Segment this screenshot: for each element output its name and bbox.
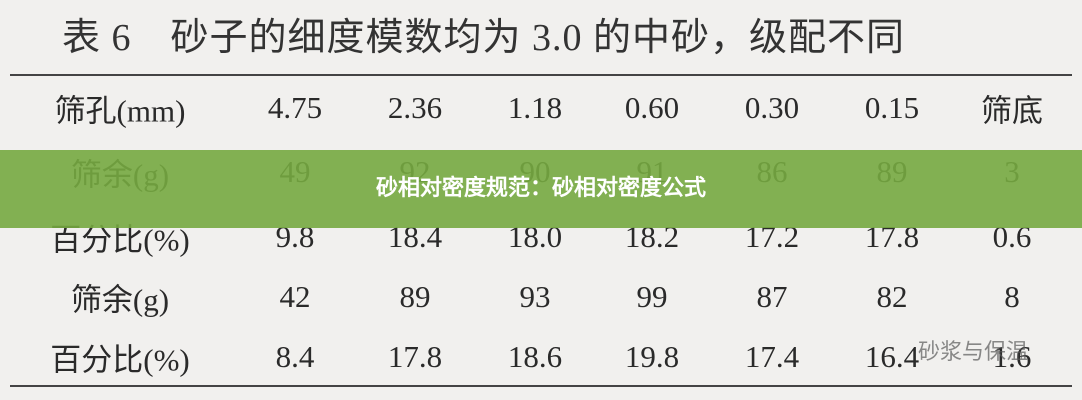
- table-cell: 42: [279, 279, 311, 314]
- column-header: 0.60: [624, 90, 680, 125]
- table-cell: 87: [756, 279, 788, 314]
- table-cell: 93: [519, 279, 551, 314]
- table-cell: 8: [1004, 279, 1020, 314]
- table-cell: 1.6: [992, 339, 1032, 374]
- table-cell: 99: [636, 279, 668, 314]
- table-cell: 82: [876, 279, 908, 314]
- bottom-rule: [10, 385, 1072, 387]
- watermark: 砂浆与保温: [918, 340, 1029, 365]
- table-cell: 19.8: [624, 339, 680, 374]
- table-cell: 16.4: [864, 339, 920, 374]
- table-title: 表 6 砂子的细度模数均为 3.0 的中砂，级配不同: [62, 17, 906, 59]
- table-cell: 17.8: [387, 339, 443, 374]
- row-label: 筛孔(mm): [54, 93, 186, 129]
- row-label: 百分比(%): [50, 222, 190, 258]
- top-rule: [10, 74, 1072, 76]
- column-header: 筛底: [981, 93, 1043, 129]
- row-label: 筛余(g): [70, 282, 170, 318]
- column-header: 0.30: [744, 90, 800, 125]
- column-header: 2.36: [387, 90, 443, 125]
- banner: 砂相对密度规范：砂相对密度公式: [0, 150, 1082, 228]
- table-cell: 17.4: [744, 339, 800, 374]
- column-header: 4.75: [267, 90, 323, 125]
- table-cell: 18.6: [507, 339, 563, 374]
- row-label: 百分比(%): [50, 342, 190, 378]
- column-header: 1.18: [507, 90, 563, 125]
- table-cell: 8.4: [275, 339, 315, 374]
- table-cell: 89: [399, 279, 431, 314]
- column-header: 0.15: [864, 90, 920, 125]
- banner-text: 砂相对密度规范：砂相对密度公式: [375, 176, 706, 201]
